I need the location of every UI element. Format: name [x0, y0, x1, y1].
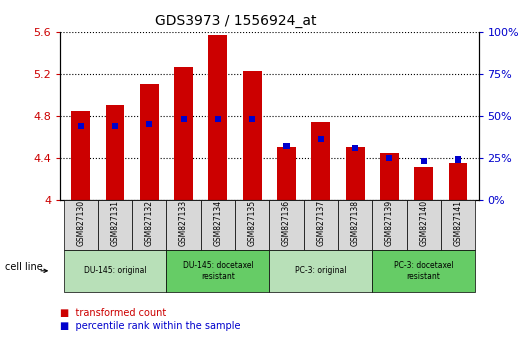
Text: PC-3: docetaxel
resistant: PC-3: docetaxel resistant [394, 261, 453, 280]
Bar [106, 105, 124, 200]
Text: GSM827141: GSM827141 [453, 200, 462, 246]
Bar [414, 167, 433, 200]
Text: GSM827131: GSM827131 [110, 200, 120, 246]
Text: GSM827137: GSM827137 [316, 200, 325, 246]
Text: GSM827133: GSM827133 [179, 200, 188, 246]
Bar [71, 111, 90, 200]
Text: GSM827139: GSM827139 [385, 200, 394, 246]
Text: GSM827132: GSM827132 [145, 200, 154, 246]
Bar [174, 67, 193, 200]
Text: DU-145: original: DU-145: original [84, 266, 146, 275]
Text: GSM827130: GSM827130 [76, 200, 85, 246]
Bar [140, 84, 159, 200]
Text: GSM827135: GSM827135 [248, 200, 257, 246]
Text: GSM827134: GSM827134 [213, 200, 222, 246]
Text: DU-145: docetaxel
resistant: DU-145: docetaxel resistant [183, 261, 253, 280]
Bar [311, 122, 330, 200]
Text: GSM827138: GSM827138 [350, 200, 360, 246]
Text: cell line: cell line [5, 262, 43, 272]
Bar [249, 116, 255, 122]
Bar [283, 143, 290, 149]
Bar [77, 123, 84, 129]
Bar [380, 153, 399, 200]
Bar [449, 163, 468, 200]
Text: PC-3: original: PC-3: original [295, 266, 347, 275]
Text: ■  percentile rank within the sample: ■ percentile rank within the sample [60, 321, 241, 331]
Text: ■  transformed count: ■ transformed count [60, 308, 166, 318]
Bar [420, 158, 427, 164]
Text: GSM827140: GSM827140 [419, 200, 428, 246]
Bar [209, 35, 228, 200]
Bar [352, 144, 358, 151]
Bar [146, 121, 152, 127]
Text: GSM827136: GSM827136 [282, 200, 291, 246]
Bar [455, 156, 461, 162]
Bar [112, 123, 118, 129]
Bar [277, 148, 296, 200]
Bar [317, 136, 324, 142]
Bar [386, 155, 392, 161]
Bar [215, 116, 221, 122]
Bar [180, 116, 187, 122]
Bar [243, 71, 262, 200]
Bar [346, 148, 365, 200]
Text: GDS3973 / 1556924_at: GDS3973 / 1556924_at [155, 14, 316, 28]
